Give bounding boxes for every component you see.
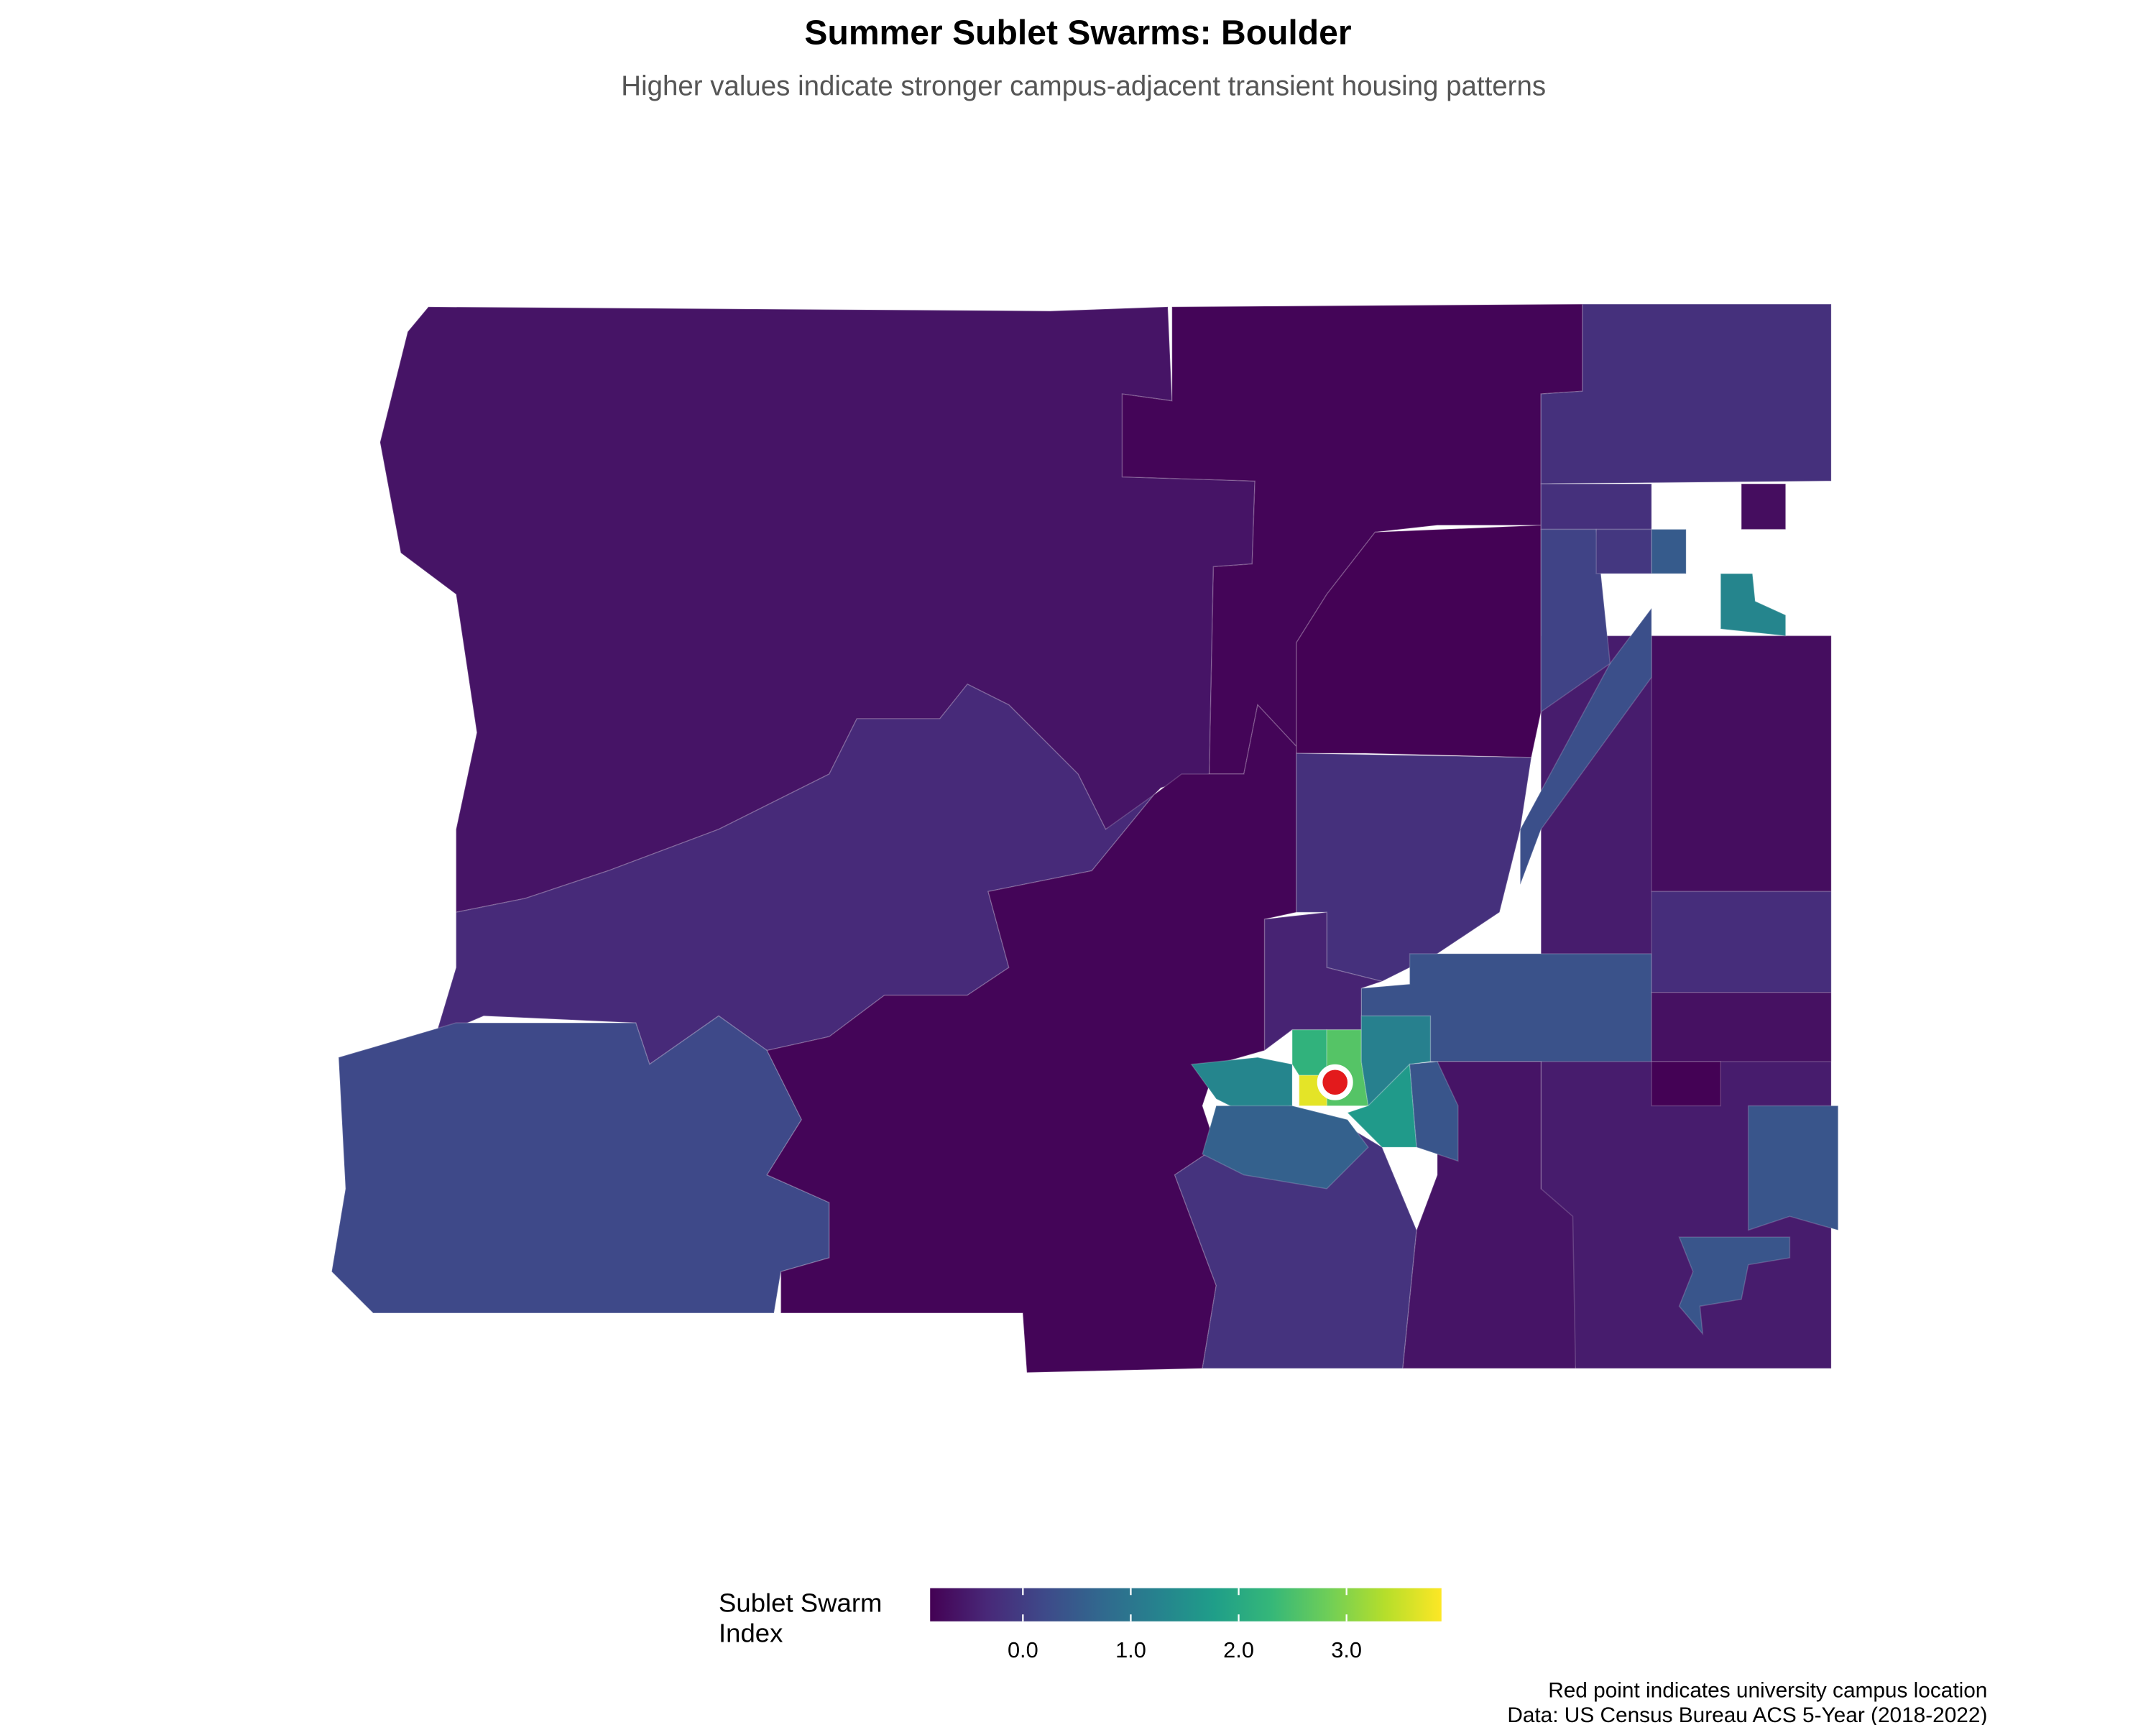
tract [1409, 1061, 1459, 1162]
tick-label: 0.0 [1008, 1637, 1038, 1662]
tract [1202, 1105, 1369, 1190]
tract [1651, 891, 1832, 993]
tick-label: 1.0 [1115, 1637, 1146, 1662]
tract [331, 1015, 830, 1314]
note: Data: US Census Bureau ACS 5-Year (2018-… [1507, 1703, 1987, 1725]
tract [1720, 573, 1787, 637]
campus-point [1317, 1064, 1353, 1100]
tract [1291, 1029, 1327, 1076]
note: Red point indicates university campus lo… [1548, 1679, 1987, 1703]
subtitle: Higher values indicate stronger campus-a… [621, 71, 1546, 102]
legend-title-box: Sublet Swarm Index [719, 1589, 883, 1649]
tract [1540, 483, 1652, 530]
tract [1540, 528, 1611, 713]
tract [1651, 528, 1687, 574]
legend: 0.0 1.0 2.0 3.0 [930, 1588, 1442, 1662]
tract [1540, 303, 1832, 484]
tract [1747, 1105, 1839, 1231]
tract [1595, 528, 1652, 574]
legend-title: Sublet Swarm Index [719, 1589, 883, 1649]
tract [1651, 1061, 1722, 1107]
tick-label: 3.0 [1331, 1637, 1362, 1662]
tract [1263, 911, 1384, 1052]
map [331, 303, 1839, 1374]
tract [1651, 635, 1832, 893]
tract [1651, 992, 1832, 1062]
tract [1741, 483, 1787, 530]
tract [1296, 753, 1532, 983]
title: Summer Sublet Swarms: Boulder [804, 14, 1351, 52]
tract [1190, 1057, 1293, 1113]
tract [1678, 1236, 1791, 1336]
tick-label: 2.0 [1223, 1637, 1254, 1662]
colorbar [930, 1588, 1442, 1622]
